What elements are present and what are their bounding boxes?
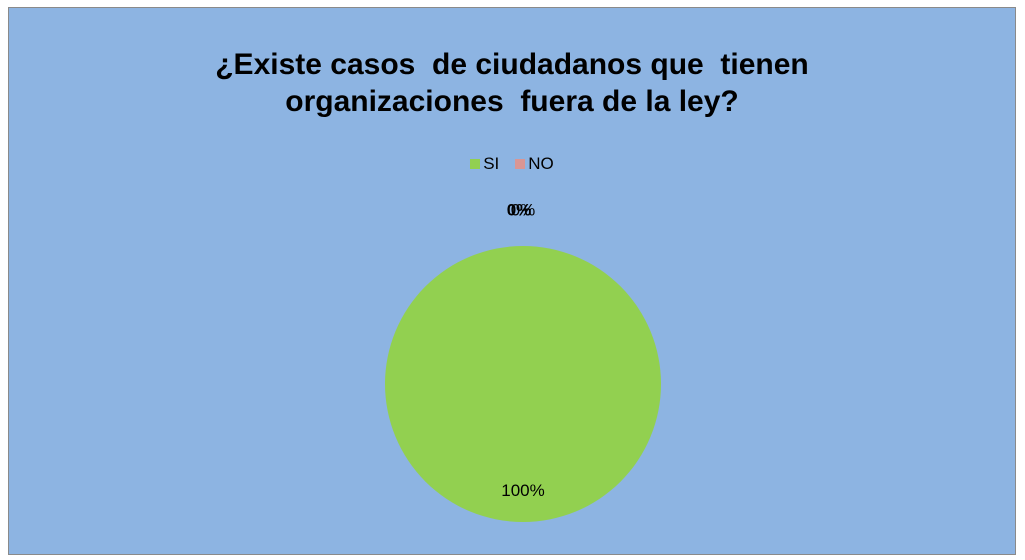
legend-item-no: NO bbox=[515, 154, 554, 174]
data-label-no-overlap: 0% bbox=[507, 201, 532, 220]
legend-swatch-no bbox=[515, 159, 526, 169]
pie-slice-si bbox=[385, 246, 661, 522]
chart-title-line-2: organizaciones fuera de la ley? bbox=[285, 85, 739, 118]
legend-label-no: NO bbox=[528, 154, 554, 173]
data-label-no: 0% bbox=[511, 201, 536, 220]
chart-area: 100% 0% 0% ¿Existe casos de ciudadanos que… bbox=[8, 7, 1016, 555]
legend: SI NO bbox=[9, 154, 1015, 174]
legend-swatch-si bbox=[470, 159, 481, 169]
chart-title: ¿Existe casos de ciudadanos que tienen o… bbox=[9, 46, 1015, 120]
legend-item-si: SI bbox=[470, 154, 499, 174]
chart-title-line-1: ¿Existe casos de ciudadanos que tienen bbox=[215, 48, 809, 81]
data-label-si: 100% bbox=[501, 481, 544, 500]
legend-label-si: SI bbox=[483, 154, 500, 173]
pie-plot: 100% 0%0% bbox=[385, 201, 661, 522]
